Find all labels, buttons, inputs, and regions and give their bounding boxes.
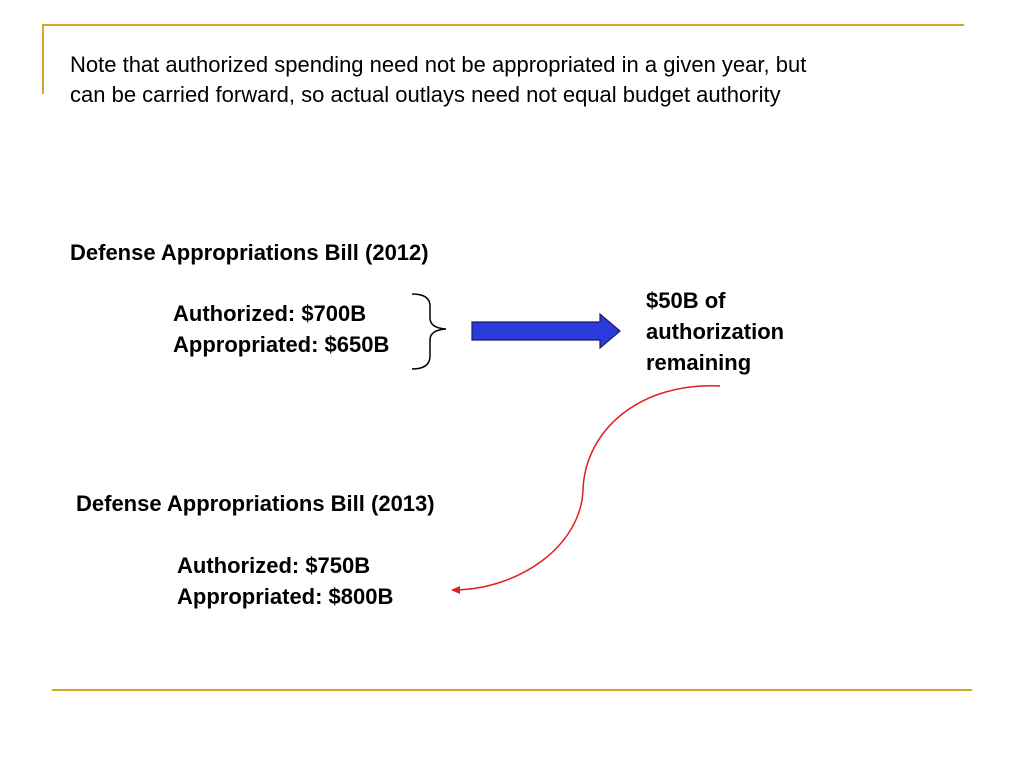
bill-2012-appropriated: Appropriated: $650B: [173, 332, 390, 357]
bill-2012-figures: Authorized: $700B Appropriated: $650B: [173, 298, 389, 360]
curved-arrow-icon: [451, 385, 721, 594]
note-line-1: Note that authorized spending need not b…: [70, 52, 807, 77]
remaining-line-1: $50B of: [646, 288, 726, 313]
remaining-authorization: $50B of authorization remaining: [646, 285, 784, 378]
bill-2013-figures: Authorized: $750B Appropriated: $800B: [177, 550, 393, 612]
bill-2013-heading: Defense Appropriations Bill (2013): [76, 491, 435, 516]
remaining-line-2: authorization: [646, 319, 785, 344]
bill-2012-authorized: Authorized: $700B: [173, 301, 367, 326]
right-brace-icon: [411, 293, 447, 370]
top-rule: [42, 24, 964, 26]
remaining-line-3: remaining: [646, 350, 752, 375]
bill-2013-authorized: Authorized: $750B: [177, 553, 371, 578]
note-text: Note that authorized spending need not b…: [70, 50, 970, 110]
bottom-rule: [52, 689, 972, 691]
block-arrow-right-icon: [471, 312, 621, 350]
note-line-2: can be carried forward, so actual outlay…: [70, 82, 781, 107]
bill-2013-appropriated: Appropriated: $800B: [177, 584, 394, 609]
bill-2012-heading: Defense Appropriations Bill (2012): [70, 240, 429, 265]
left-rule: [42, 24, 44, 94]
